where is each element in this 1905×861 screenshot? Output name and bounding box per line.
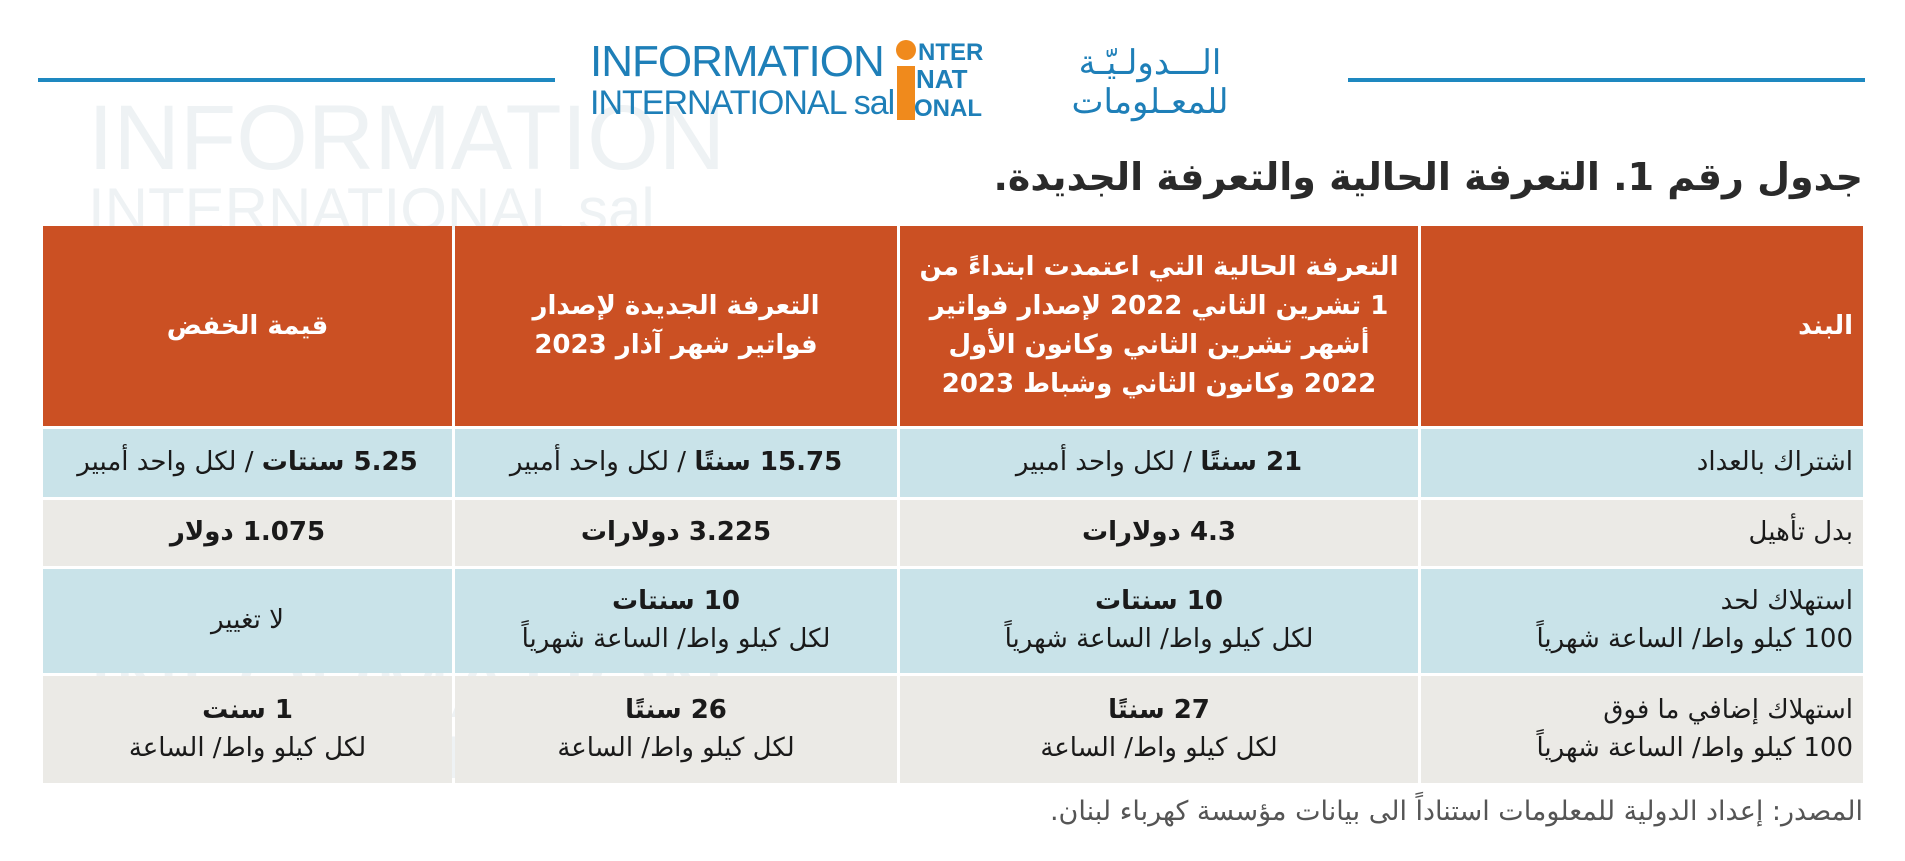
cell-current-rehabilitation: 4.3 دولارات <box>900 500 1418 566</box>
cell-new-subscription: 15.75 سنتًا / لكل واحد أمبير <box>455 429 897 497</box>
tariff-table: البند التعرفة الحالية التي اعتمدت ابتداء… <box>42 226 1863 783</box>
logo-i-icon: NTER NAT ONAL <box>896 39 983 122</box>
row-label-extra-consumption: استهلاك إضافي ما فوق 100 كيلو واط/ الساع… <box>1421 676 1863 783</box>
cell-cut-consumption: لا تغيير <box>43 569 452 673</box>
cell-current-consumption: 10 سنتات لكل كيلو واط/ الساعة شهرياً <box>900 569 1418 673</box>
column-header-item: البند <box>1421 226 1863 426</box>
svg-text:NAT: NAT <box>916 64 968 94</box>
table-title: جدول رقم 1. التعرفة الحالية والتعرفة الج… <box>993 155 1863 199</box>
cell-cut-subscription: 5.25 سنتات / لكل واحد أمبير <box>43 429 452 497</box>
cell-new-rehabilitation: 3.225 دولارات <box>455 500 897 566</box>
logo-english-text: INFORMATION INTERNATIONAL sal <box>590 37 895 122</box>
page-header: INFORMATION INTERNATIONAL sal NTER NAT O… <box>0 30 1905 130</box>
row-label-consumption-up-to-100: استهلاك لحد 100 كيلو واط/ الساعة شهرياً <box>1421 569 1863 673</box>
header-rule-left <box>38 78 555 82</box>
header-rule-right <box>1348 78 1865 82</box>
row-label-rehabilitation-fee: بدل تأهيل <box>1421 500 1863 566</box>
source-note: المصدر: إعداد الدولية للمعلومات استناداً… <box>1049 796 1863 827</box>
logo-arabic-text: الـــدولـيّـة للمعـلومات <box>1071 43 1229 123</box>
cell-current-subscription: 21 سنتًا / لكل واحد أمبير <box>900 429 1418 497</box>
cell-current-extra: 27 سنتًا لكل كيلو واط/ الساعة <box>900 676 1418 783</box>
svg-text:ONAL: ONAL <box>914 95 982 122</box>
cell-cut-extra: 1 سنت لكل كيلو واط/ الساعة <box>43 676 452 783</box>
company-logo: INFORMATION INTERNATIONAL sal NTER NAT O… <box>590 37 1320 125</box>
column-header-current-tariff: التعرفة الحالية التي اعتمدت ابتداءً من 1… <box>900 226 1418 426</box>
cell-new-extra: 26 سنتًا لكل كيلو واط/ الساعة <box>455 676 897 783</box>
row-label-meter-subscription: اشتراك بالعداد <box>1421 429 1863 497</box>
svg-text:NTER: NTER <box>918 39 983 66</box>
column-header-new-tariff: التعرفة الجديدة لإصدار فواتير شهر آذار 2… <box>455 226 897 426</box>
column-header-reduction: قيمة الخفض <box>43 226 452 426</box>
cell-new-consumption: 10 سنتات لكل كيلو واط/ الساعة شهرياً <box>455 569 897 673</box>
cell-cut-rehabilitation: 1.075 دولار <box>43 500 452 566</box>
